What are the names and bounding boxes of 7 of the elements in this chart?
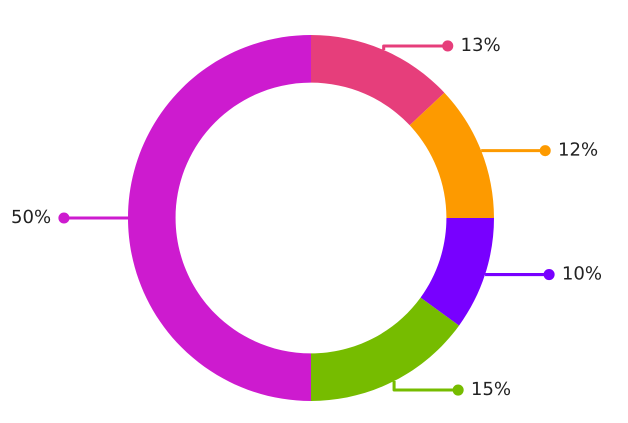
data-label: 13% xyxy=(462,38,500,52)
data-label: 10% xyxy=(564,266,602,280)
donut-slice xyxy=(311,298,460,401)
data-label: 50% xyxy=(12,210,50,224)
data-label: 12% xyxy=(560,142,598,156)
donut-slice xyxy=(311,35,444,126)
data-label: 15% xyxy=(472,382,510,396)
